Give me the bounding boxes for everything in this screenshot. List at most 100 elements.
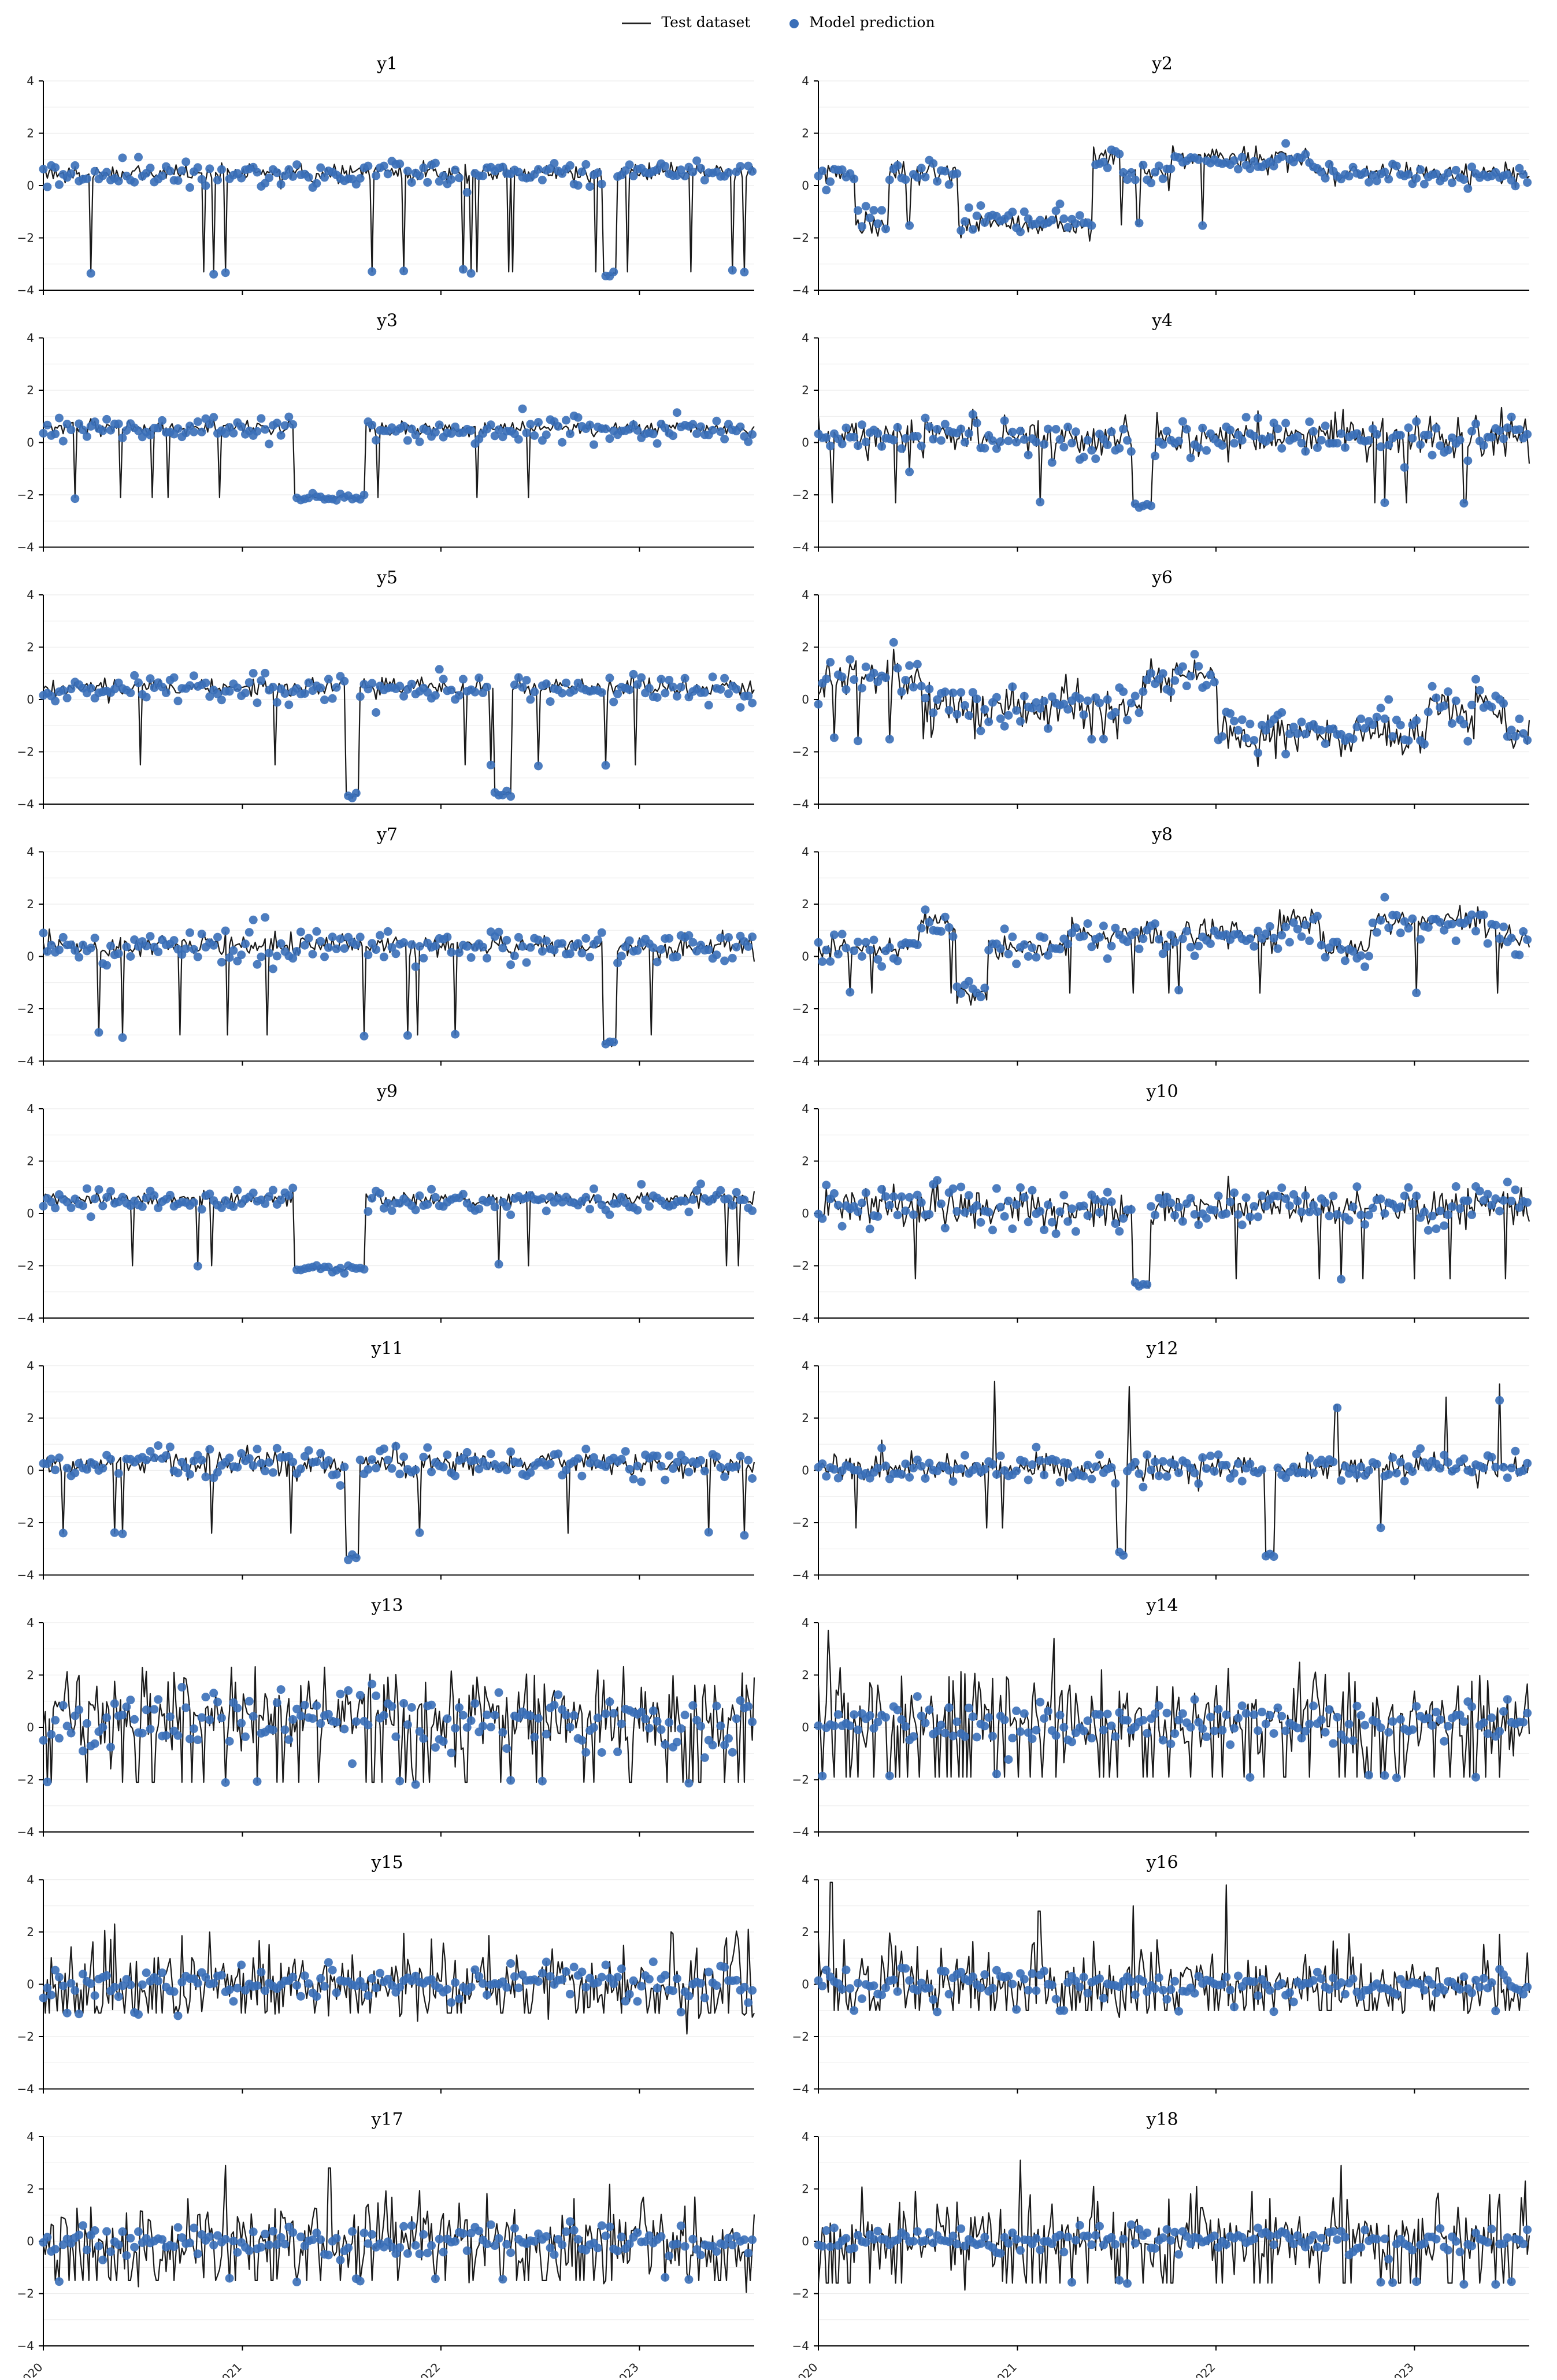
prediction-point [854,2231,862,2240]
prediction-point [1281,749,1291,758]
y-tick-label: 4 [27,845,34,859]
prediction-point [720,2240,729,2249]
prediction-point [925,1983,934,1993]
prediction-point [581,160,591,169]
prediction-point [1293,924,1302,934]
prediction-point [565,1989,574,1998]
prediction-point [474,1204,484,1213]
prediction-point [1158,1986,1167,1995]
prediction-point [1491,2280,1500,2289]
prediction-point [1230,2003,1239,2012]
prediction-point [237,1449,246,1458]
prediction-point [1309,427,1318,436]
prediction-point [312,1701,321,1711]
prediction-point [181,428,191,438]
prediction-point [189,2223,198,2233]
prediction-point [1040,1226,1049,1234]
prediction-point [688,168,698,176]
prediction-point [217,695,226,705]
prediction-point [605,1210,614,1219]
prediction-point [1222,1710,1231,1719]
prediction-point [1321,1198,1330,1207]
prediction-point [1380,714,1389,723]
prediction-point [629,1976,638,1985]
prediction-point [415,171,424,180]
prediction-point [1507,1463,1516,1472]
prediction-point [66,684,76,694]
prediction-point [581,1193,591,1202]
prediction-point [850,1710,859,1719]
prediction-point [1099,1726,1108,1735]
prediction-point [1222,1972,1231,1982]
prediction-point [921,905,930,915]
y-tick-label: 2 [802,1411,809,1425]
prediction-point [209,1979,218,1988]
prediction-point [332,2234,341,2243]
prediction-point [1301,447,1310,456]
prediction-point [913,1692,922,1701]
prediction-point [1396,1202,1405,1212]
prediction-point [1250,1977,1259,1986]
prediction-point [1281,1194,1291,1204]
prediction-point [1309,1976,1318,1985]
legend-dot-swatch [789,18,799,28]
prediction-point [1123,1716,1132,1725]
prediction-point [585,420,595,430]
prediction-point [54,1972,64,1982]
prediction-point [1245,719,1255,728]
prediction-point [1491,1194,1500,1203]
prediction-point [1237,153,1247,162]
prediction-point [1388,1453,1397,1462]
prediction-point [387,1981,396,1990]
prediction-point [1297,1207,1306,1216]
prediction-point [368,1455,377,1464]
prediction-point [1293,432,1302,441]
prediction-point [280,1725,290,1734]
prediction-point [1372,430,1381,439]
prediction-point [748,1718,757,1727]
prediction-point [577,1967,587,1976]
prediction-point [58,686,68,695]
prediction-point [1020,1975,1029,1984]
prediction-point [661,1971,670,1980]
prediction-point [268,683,277,692]
prediction-point [142,1193,151,1202]
prediction-point [1087,942,1096,952]
prediction-point [106,1742,115,1752]
prediction-point [601,761,610,770]
prediction-point [841,423,851,432]
x-tick-label: 2023 [1386,2360,1417,2378]
prediction-point [118,2227,127,2236]
prediction-point [126,1981,135,1990]
prediction-point [47,941,56,950]
prediction-point [1340,1990,1350,1998]
prediction-point [1071,923,1080,932]
prediction-point [1103,695,1112,704]
prediction-point [364,161,373,171]
prediction-point [1317,436,1326,445]
prediction-point [443,1714,452,1723]
prediction-point [1158,1457,1167,1466]
prediction-point [395,682,405,691]
prediction-point [1063,223,1073,232]
prediction-point [854,1978,862,1987]
prediction-point [857,683,866,693]
prediction-point [593,1194,602,1203]
prediction-point [51,1966,60,1975]
prediction-point [355,174,365,183]
prediction-point [86,943,95,953]
prediction-point [1143,2229,1152,2237]
prediction-point [854,1207,862,1216]
prediction-point [383,927,392,936]
prediction-point [237,950,246,960]
prediction-point [237,1960,246,1970]
prediction-point [1166,1198,1176,1208]
prediction-point [944,1465,954,1475]
prediction-point [427,1700,436,1709]
prediction-point [1154,161,1163,171]
prediction-point [82,1719,91,1728]
prediction-point [537,1776,547,1786]
y-tick-label: −2 [792,1773,809,1787]
prediction-point [1392,1468,1401,1478]
prediction-point [688,1701,698,1710]
